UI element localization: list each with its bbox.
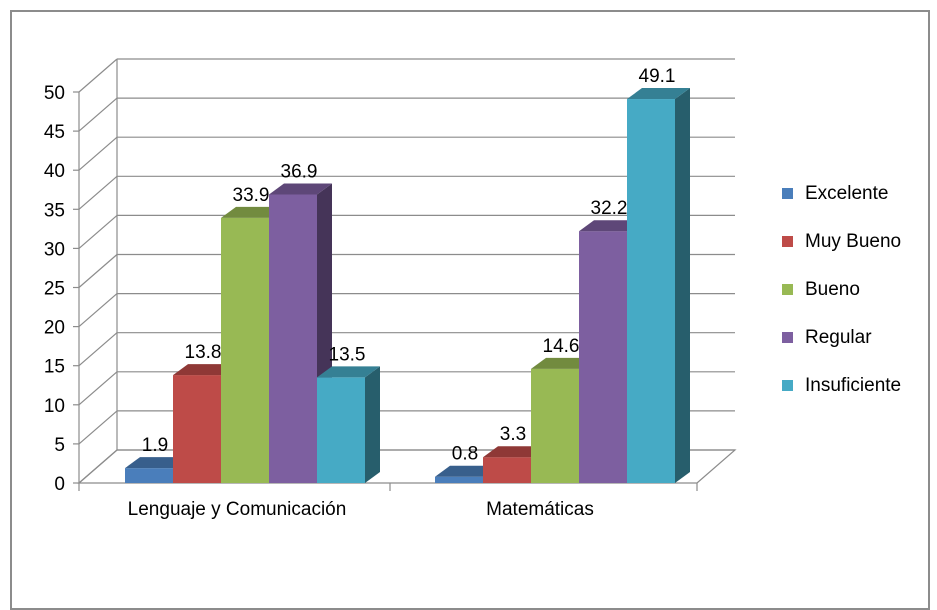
legend-swatch-3 <box>782 332 793 343</box>
legend-label-2: Bueno <box>805 279 860 300</box>
legend-swatch-2 <box>782 284 793 295</box>
bar-top-0-2 <box>221 206 284 218</box>
bar-top-1-4 <box>627 88 690 100</box>
y-tick-label-8: 40 <box>44 161 65 182</box>
data-label-1-2: 14.6 <box>543 336 580 357</box>
y-tick-label-5: 25 <box>44 279 65 300</box>
category-label-1: Matemáticas <box>486 499 594 520</box>
bar-front-0-4 <box>317 377 365 483</box>
legend-label-1: Muy Bueno <box>805 231 901 252</box>
gridline-side-10 <box>78 58 118 93</box>
bar-top-0-4 <box>317 366 380 378</box>
bar-front-0-1 <box>173 375 221 483</box>
gridline-side-4 <box>78 293 118 328</box>
gridline-side-5 <box>78 254 118 288</box>
bar-0-4 <box>317 366 380 483</box>
bar-chart: 0 5 10 15 20 25 30 35 40 45 50 1.9 13.8 33.9 36.9 13.5… <box>44 58 901 520</box>
y-tick-label-9: 45 <box>44 122 65 143</box>
y-tick-label-1: 5 <box>54 435 65 456</box>
legend-swatch-0 <box>782 188 793 199</box>
gridline-side-7 <box>78 175 118 210</box>
data-label-1-1: 3.3 <box>500 424 526 445</box>
data-label-0-4: 13.5 <box>329 344 366 365</box>
gridline-side-2 <box>78 371 118 406</box>
category-labels-layer: Lenguaje y Comunicación Matemáticas <box>128 499 594 520</box>
bar-top-0-1 <box>173 364 236 376</box>
legend-swatch-4 <box>782 380 793 391</box>
bar-top-1-1 <box>483 446 546 458</box>
bar-front-0-3 <box>269 194 317 483</box>
data-label-1-0: 0.8 <box>452 444 478 465</box>
data-label-0-2: 33.9 <box>233 185 270 206</box>
bar-front-0-0 <box>125 468 173 483</box>
bar-front-1-0 <box>435 476 483 483</box>
y-tick-label-6: 30 <box>44 239 65 260</box>
gridline-side-9 <box>78 97 118 132</box>
category-label-0: Lenguaje y Comunicación <box>128 499 347 520</box>
gridline-side-3 <box>78 332 118 367</box>
bar-top-0-3 <box>269 183 332 195</box>
legend-swatch-1 <box>782 236 793 247</box>
bar-top-0-0 <box>125 457 188 469</box>
bar-top-1-2 <box>531 357 594 369</box>
data-label-0-0: 1.9 <box>142 435 168 456</box>
y-tick-label-7: 35 <box>44 200 65 221</box>
legend: Excelente Muy Bueno Bueno Regular Insuficien… <box>782 183 901 396</box>
data-label-1-4: 49.1 <box>639 66 676 87</box>
data-labels-layer: 1.9 13.8 33.9 36.9 13.5 0.8 3.3 14.6 32.2 49.1 <box>142 66 676 465</box>
gridline-side-1 <box>78 410 118 445</box>
bar-front-1-2 <box>531 368 579 483</box>
bar-front-1-4 <box>627 99 675 484</box>
bar-front-1-3 <box>579 231 627 483</box>
y-tick-label-2: 10 <box>44 396 65 417</box>
gridline-side-6 <box>78 214 118 249</box>
data-label-0-3: 36.9 <box>281 161 318 182</box>
bar-side-0-4 <box>365 366 380 483</box>
data-label-0-1: 13.8 <box>185 342 222 363</box>
legend-label-0: Excelente <box>805 183 888 204</box>
y-tick-label-4: 20 <box>44 318 65 339</box>
y-axis-ticks: 0 5 10 15 20 25 30 35 40 45 50 <box>44 83 65 495</box>
bar-front-0-2 <box>221 217 269 484</box>
bar-top-1-3 <box>579 220 642 232</box>
bars-layer <box>125 88 690 484</box>
legend-label-3: Regular <box>805 327 872 348</box>
gridline-side-8 <box>78 136 118 171</box>
bar-1-4 <box>627 88 690 484</box>
y-tick-label-3: 15 <box>44 357 65 378</box>
legend-label-4: Insuficiente <box>805 375 901 396</box>
chart-frame <box>10 10 930 610</box>
y-tick-label-10: 50 <box>44 83 65 104</box>
bar-side-1-4 <box>675 88 690 484</box>
y-tick-label-0: 0 <box>54 474 65 495</box>
bar-front-1-1 <box>483 457 531 483</box>
data-label-1-3: 32.2 <box>591 198 628 219</box>
bar-top-1-0 <box>435 465 498 477</box>
